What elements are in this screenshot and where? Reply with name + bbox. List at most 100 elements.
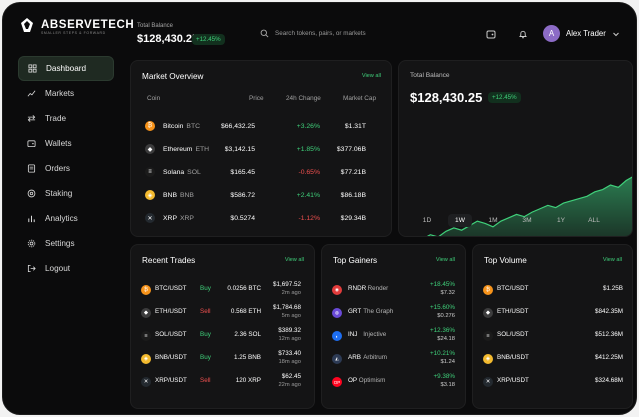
volume-value: $412.25M bbox=[594, 354, 623, 361]
trade-pair: BNB/USDT bbox=[155, 354, 187, 361]
sidebar-item-label: Markets bbox=[45, 89, 75, 98]
gainer-change: +18.45% bbox=[429, 281, 455, 288]
sidebar-nav: Dashboard Markets Trade Wallets Orders Stakin… bbox=[18, 56, 114, 281]
sidebar-item-staking[interactable]: Staking bbox=[18, 181, 114, 206]
search-icon bbox=[260, 29, 269, 38]
sol-coin-icon: ≡ bbox=[145, 167, 155, 177]
top-gainers-title: Top Gainers bbox=[333, 256, 378, 265]
trade-row[interactable]: ✕ XRP/USDT Sell 120 XRP $62.45 22m ago bbox=[141, 371, 301, 393]
market-row[interactable]: ✕ XRP XRP $0.5274 -1.12% $29.34B bbox=[145, 212, 366, 224]
trades-view-all-link[interactable]: View all bbox=[284, 257, 304, 263]
volume-view-all-link[interactable]: View all bbox=[602, 257, 622, 263]
user-menu[interactable]: A Alex Trader bbox=[543, 25, 620, 42]
market-row[interactable]: ◈ BNB BNB $586.72 +2.41% $86.18B bbox=[145, 189, 366, 201]
gainers-view-all-link[interactable]: View all bbox=[435, 257, 455, 263]
trade-side: Buy bbox=[200, 331, 211, 338]
sidebar-item-markets[interactable]: Markets bbox=[18, 81, 114, 106]
timeframe-1d[interactable]: 1D bbox=[422, 217, 432, 224]
timeframe-1w[interactable]: 1W bbox=[448, 214, 472, 227]
gainer-row[interactable]: ◍ GRT The Graph +15.60% $0.276 bbox=[332, 302, 455, 324]
volume-coin-icon: ◈ bbox=[483, 354, 493, 364]
timeframe-3m[interactable]: 3M bbox=[522, 217, 532, 224]
search-input[interactable] bbox=[275, 30, 395, 37]
trade-value: $1,784.68 bbox=[272, 304, 301, 311]
volume-value: $842.35M bbox=[594, 308, 623, 315]
wallet-icon[interactable] bbox=[486, 29, 496, 39]
grt-token-icon: ◍ bbox=[332, 308, 342, 318]
recent-trades-title: Recent Trades bbox=[142, 256, 196, 265]
brand: ABSERVETECH SMALLER STEPS & FORWARD bbox=[19, 17, 134, 35]
balance-card-change: +12.45% bbox=[488, 92, 521, 103]
gainer-price: $3.18 bbox=[440, 382, 455, 388]
bell-icon[interactable] bbox=[518, 29, 528, 39]
timeframe-1m[interactable]: 1M bbox=[488, 217, 498, 224]
inj-token-icon: ◐ bbox=[332, 331, 342, 341]
volume-value: $1.25B bbox=[603, 285, 623, 292]
market-row[interactable]: ≡ Solana SOL $165.45 -0.65% $77.21B bbox=[145, 166, 366, 178]
trade-row[interactable]: ₿ BTC/USDT Buy 0.0256 BTC $1,697.52 2m ago bbox=[141, 279, 301, 301]
gainer-row[interactable]: ◐ INJ Injective +12.36% $24.18 bbox=[332, 325, 455, 347]
market-header-cap: Market Cap bbox=[343, 95, 377, 102]
gainer-symbol: ARB bbox=[348, 354, 361, 361]
gainer-row[interactable]: ◭ ARB Arbitrum +10.21% $1.24 bbox=[332, 348, 455, 370]
trade-time: 5m ago bbox=[281, 313, 301, 319]
trade-row[interactable]: ≡ SOL/USDT Buy 2.36 SOL $389.32 12m ago bbox=[141, 325, 301, 347]
sidebar-item-trade[interactable]: Trade bbox=[18, 106, 114, 131]
trade-pair: ETH/USDT bbox=[155, 308, 187, 315]
gainer-symbol: GRT bbox=[348, 308, 362, 315]
sidebar-item-dashboard[interactable]: Dashboard bbox=[18, 56, 114, 81]
volume-row[interactable]: ✕ XRP/USDT $324.68M bbox=[483, 371, 623, 393]
trade-row[interactable]: ◈ BNB/USDT Buy 1.25 BNB $733.40 18m ago bbox=[141, 348, 301, 370]
volume-pair: SOL/USDT bbox=[497, 331, 529, 338]
gainer-price: $0.276 bbox=[437, 313, 455, 319]
coin-market-cap: $77.21B bbox=[340, 168, 366, 176]
coin-fullname: Solana bbox=[163, 168, 185, 176]
market-row[interactable]: ₿ Bitcoin BTC $66,432.25 +3.26% $1.31T bbox=[145, 120, 366, 132]
gainer-row[interactable]: OP OP Optimism +9.38% $3.18 bbox=[332, 371, 455, 393]
volume-row[interactable]: ≡ SOL/USDT $512.36M bbox=[483, 325, 623, 347]
volume-row[interactable]: ◆ ETH/USDT $842.35M bbox=[483, 302, 623, 324]
sidebar-item-analytics[interactable]: Analytics bbox=[18, 206, 114, 231]
gainer-price: $1.24 bbox=[440, 359, 455, 365]
brand-logo-icon bbox=[21, 18, 33, 32]
volume-row[interactable]: ₿ BTC/USDT $1.25B bbox=[483, 279, 623, 301]
volume-row[interactable]: ◈ BNB/USDT $412.25M bbox=[483, 348, 623, 370]
header-balance-label: Total Balance bbox=[137, 23, 174, 29]
trade-row[interactable]: ◆ ETH/USDT Sell 0.568 ETH $1,784.68 5m ago bbox=[141, 302, 301, 324]
trade-side: Buy bbox=[200, 354, 211, 361]
trade-pair: BTC/USDT bbox=[155, 285, 187, 292]
trade-coin-icon: ₿ bbox=[141, 285, 151, 295]
gainer-change: +10.21% bbox=[429, 350, 455, 357]
coin-fullname: BNB bbox=[163, 191, 177, 199]
trade-value: $389.32 bbox=[278, 327, 301, 334]
sidebar-item-logout[interactable]: Logout bbox=[18, 256, 114, 281]
timeframe-1y[interactable]: 1Y bbox=[556, 217, 566, 224]
sidebar-item-label: Logout bbox=[45, 264, 71, 273]
trade-value: $733.40 bbox=[278, 350, 301, 357]
market-header-change: 24h Change bbox=[286, 95, 321, 102]
sidebar-item-wallets[interactable]: Wallets bbox=[18, 131, 114, 156]
market-overview-title: Market Overview bbox=[142, 72, 204, 81]
market-row[interactable]: ◆ Ethereum ETH $3,142.15 +1.85% $377.06B bbox=[145, 143, 366, 155]
sidebar-item-orders[interactable]: Orders bbox=[18, 156, 114, 181]
gainer-row[interactable]: ◉ RNDR Render +18.45% $7.32 bbox=[332, 279, 455, 301]
market-header-price: Price bbox=[249, 95, 264, 102]
market-view-all-link[interactable]: View all bbox=[361, 73, 381, 79]
trade-coin-icon: ◈ bbox=[141, 354, 151, 364]
brand-tagline: SMALLER STEPS & FORWARD bbox=[41, 31, 106, 35]
user-name: Alex Trader bbox=[566, 29, 606, 38]
gainer-name: The Graph bbox=[363, 308, 394, 315]
coin-symbol: ETH bbox=[195, 145, 210, 153]
coin-name: XRP XRP bbox=[163, 215, 194, 222]
search-bar[interactable] bbox=[260, 29, 395, 38]
gainer-change: +9.38% bbox=[433, 373, 455, 380]
avatar: A bbox=[543, 25, 560, 42]
timeframe-all[interactable]: ALL bbox=[588, 217, 600, 224]
sidebar-item-settings[interactable]: Settings bbox=[18, 231, 114, 256]
trade-coin-icon: ◆ bbox=[141, 308, 151, 318]
orders-icon bbox=[27, 164, 36, 173]
trade-amount: 0.568 ETH bbox=[230, 308, 261, 315]
coin-market-cap: $377.06B bbox=[336, 145, 366, 153]
trade-amount: 1.25 BNB bbox=[234, 354, 261, 361]
